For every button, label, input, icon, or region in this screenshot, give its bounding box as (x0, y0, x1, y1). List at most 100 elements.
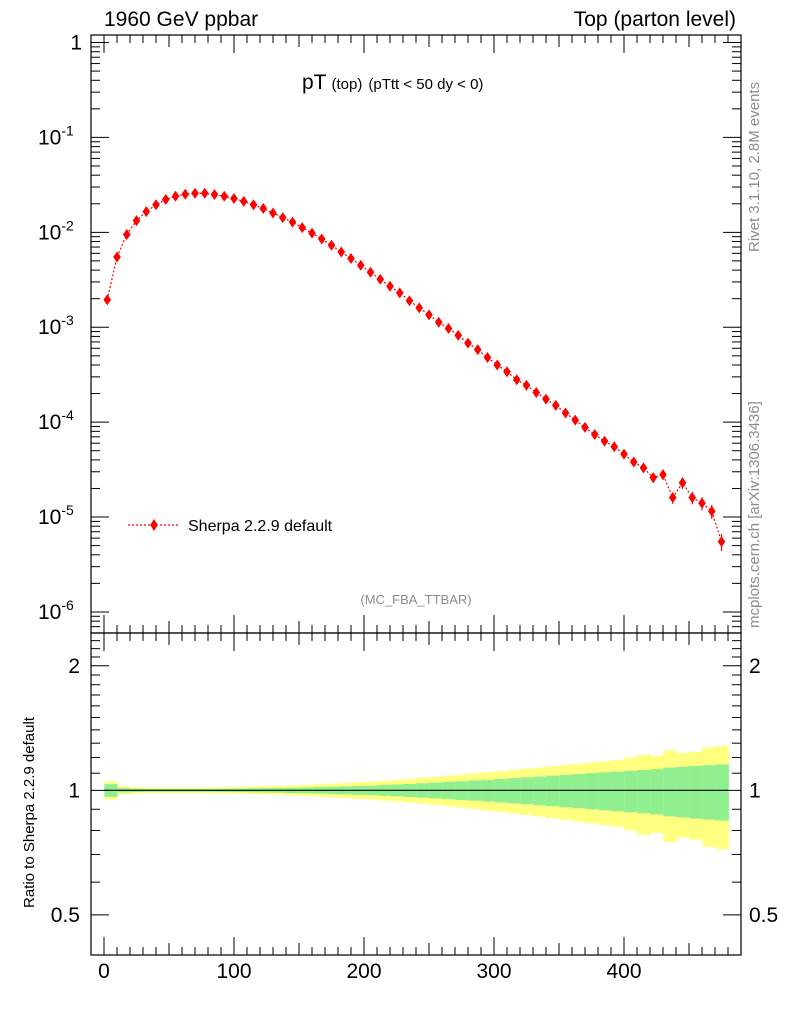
data-point (581, 421, 589, 433)
stat-band (585, 773, 599, 810)
y-tick-label-base: 10 (38, 221, 61, 244)
data-point (473, 344, 482, 356)
main-panel: pT (top) (pTtt < 50 dy < 0) Sherpa 2.2.9 de… (103, 71, 726, 607)
data-point (688, 492, 697, 504)
stat-band (546, 775, 560, 807)
x-tick-label: 200 (346, 960, 381, 983)
data-point (620, 448, 628, 460)
data-point (542, 393, 550, 405)
data-point (230, 193, 238, 205)
ratio-y-axis-label: Ratio to Sherpa 2.2.9 default (21, 717, 38, 908)
stat-band (715, 764, 729, 821)
x-tick-label: 100 (216, 960, 251, 983)
y-tick-label: 10-1 (38, 122, 74, 149)
data-point (298, 222, 307, 234)
y-tick-label: 10-4 (38, 407, 74, 434)
data-point (503, 366, 511, 378)
ratio-tick-label-left: 1 (68, 779, 80, 802)
ratio-tick-label-right: 1 (749, 779, 761, 802)
ratio-tick-label-left: 2 (68, 655, 80, 678)
data-point (132, 215, 141, 227)
data-point (386, 280, 394, 292)
ratio-tick-label-right: 2 (749, 655, 761, 678)
rivet-version-label: Rivet 3.1.10, 2.8M events (746, 81, 763, 252)
data-point (249, 199, 258, 211)
y-tick-label-base: 10 (38, 411, 61, 434)
y-tick-label: 10-5 (38, 502, 74, 529)
data-point (522, 379, 531, 391)
data-point (649, 472, 658, 484)
header-collision-label: 1960 GeV ppbar (104, 8, 259, 31)
analysis-watermark: (MC_FBA_TTBAR) (360, 592, 471, 607)
data-point (395, 287, 404, 299)
y-tick-label-exponent: -4 (61, 407, 74, 423)
stat-band (559, 774, 573, 808)
y-tick-label-exponent: -2 (61, 217, 74, 233)
data-point (698, 497, 706, 509)
data-point (629, 456, 638, 468)
data-point (347, 252, 355, 264)
data-point (269, 207, 277, 219)
data-point (668, 492, 677, 504)
y-tick-label: 10-6 (38, 597, 74, 624)
data-point (551, 399, 560, 411)
stat-band (611, 771, 625, 812)
y-tick-label-base: 10 (38, 316, 61, 339)
ratio-panel (104, 745, 729, 850)
y-tick-label-base: 10 (38, 601, 61, 624)
y-tick-label: 10-2 (38, 217, 74, 244)
data-point (122, 228, 131, 240)
stat-band (598, 772, 612, 811)
main-frame (90, 34, 742, 634)
data-point (639, 462, 648, 474)
x-tick-label: 400 (606, 960, 641, 983)
stat-band (676, 766, 690, 818)
data-point (512, 374, 521, 386)
y-tick-label: 10-3 (38, 312, 74, 339)
data-point (161, 193, 170, 205)
data-point (376, 273, 385, 285)
mcplots-reference-label: mcplots.cern.ch [arXiv:1306.3436] (746, 401, 763, 628)
data-point (493, 359, 502, 371)
data-point (356, 259, 365, 271)
data-point (152, 199, 160, 211)
data-point (200, 187, 209, 199)
stat-band (572, 774, 586, 809)
data-point (532, 387, 541, 399)
data-point (444, 322, 453, 334)
legend-marker (150, 519, 158, 531)
data-point (434, 316, 443, 328)
data-point (103, 294, 112, 306)
ratio-tick-label-right: 0.5 (749, 904, 778, 927)
data-point (464, 337, 472, 349)
data-point (308, 227, 316, 239)
data-point (113, 251, 121, 263)
data-point (239, 195, 248, 207)
stat-band (650, 769, 664, 815)
data-point (210, 189, 219, 201)
y-tick-label-base: 10 (38, 126, 61, 149)
data-point (600, 435, 609, 447)
data-point (288, 216, 297, 228)
data-point (415, 302, 424, 314)
y-tick-label: 1 (70, 32, 82, 55)
data-point (425, 309, 433, 321)
data-point (317, 233, 326, 245)
legend-label: Sherpa 2.2.9 default (188, 518, 333, 535)
data-point (191, 187, 199, 199)
series-line (106, 192, 723, 542)
x-tick-label: 0 (98, 960, 110, 983)
stat-band (663, 767, 677, 817)
data-point (717, 536, 726, 548)
chart-subtitle: (pTtt < 50 dy < 0) (368, 76, 483, 93)
data-point (327, 239, 336, 251)
data-point (181, 188, 190, 200)
data-point (561, 407, 570, 419)
data-point (278, 212, 287, 224)
data-point (171, 190, 180, 202)
data-point (142, 206, 151, 218)
data-point (405, 295, 414, 307)
data-point (590, 429, 599, 441)
stat-band (624, 770, 638, 813)
